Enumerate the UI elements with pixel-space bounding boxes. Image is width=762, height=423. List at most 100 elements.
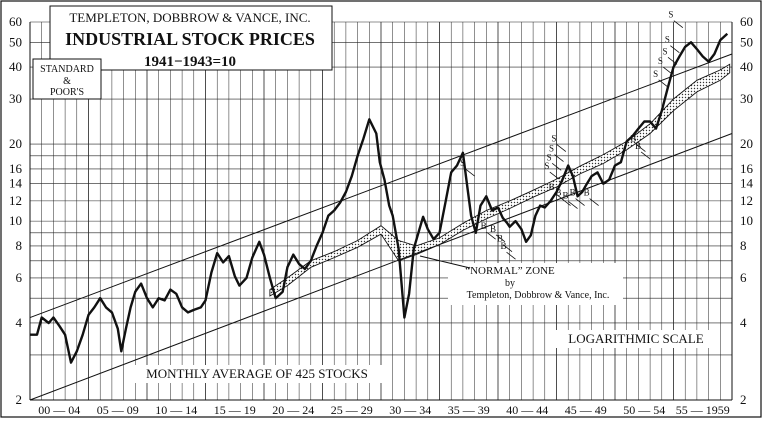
buy-marker: B: [549, 182, 555, 192]
y-tick-label-left: 10: [9, 213, 22, 228]
y-tick-label-right: 30: [740, 91, 753, 106]
marker-arrow: [568, 201, 578, 209]
y-tick-label-left: 50: [9, 34, 22, 49]
sell-marker: S: [551, 134, 556, 144]
y-tick-label-right: 12: [740, 193, 753, 208]
zone-label-1: “NORMAL” ZONE: [465, 265, 555, 277]
trend-line: [29, 133, 733, 401]
marker-arrow: [667, 57, 678, 65]
sell-marker: S: [544, 161, 549, 171]
source-line-2: &: [63, 76, 71, 87]
zone-label-box: [448, 263, 623, 305]
zone-label-2: by: [505, 278, 515, 289]
x-tick-label: 00 — 04: [38, 403, 80, 417]
buy-marker: B: [556, 188, 562, 198]
sell-marker: S: [665, 35, 670, 45]
y-tick-label-left: 2: [16, 392, 23, 407]
price-series: [30, 32, 729, 364]
y-tick-label-right: 20: [740, 136, 753, 151]
y-tick-label-right: 2: [740, 392, 747, 407]
source-line-3: POOR'S: [50, 87, 84, 98]
y-tick-label-right: 4: [740, 315, 747, 330]
buy-marker: B: [497, 234, 503, 244]
y-tick-label-right: 60: [740, 14, 753, 29]
y-tick-label-left: 12: [9, 193, 22, 208]
marker-arrow: [663, 66, 673, 75]
marker-arrow: [465, 168, 475, 177]
sell-marker: S: [460, 158, 465, 168]
y-tick-label-right: 40: [740, 59, 753, 74]
sell-marker: S: [658, 56, 663, 66]
y-tick-label-right: 14: [740, 176, 754, 191]
marker-arrow: [502, 244, 513, 252]
scale-label: LOGARITHMIC SCALE: [568, 331, 703, 346]
trend-lines: [29, 53, 733, 401]
marker-arrow: [486, 231, 496, 240]
marker-arrow: [658, 79, 668, 88]
buy-marker: B: [563, 191, 569, 201]
x-tick-label: 40 — 44: [506, 403, 548, 417]
y-tick-label-left: 6: [16, 270, 23, 285]
marker-arrow: [551, 162, 562, 171]
y-tick-label-left: 4: [16, 315, 23, 330]
x-tick-label: 10 — 14: [155, 403, 197, 417]
x-tick-label: 30 — 34: [389, 403, 431, 417]
sell-marker: S: [668, 10, 673, 20]
y-tick-label-right: 16: [740, 161, 754, 176]
x-tick-label: 45 — 49: [565, 403, 607, 417]
source-box: [32, 58, 102, 100]
caption-box: [126, 365, 388, 383]
buy-marker: B: [635, 141, 641, 151]
buy-marker: B: [501, 241, 507, 251]
x-tick-label: 35 — 39: [448, 403, 490, 417]
y-tick-label-left: 40: [9, 59, 22, 74]
trend-line: [29, 53, 733, 319]
zone-label-3: Templeton, Dobbrow & Vance, Inc.: [467, 290, 610, 301]
buy-marker: B: [481, 221, 487, 231]
y-tick-label-left: 8: [16, 238, 23, 253]
normal-zone: [269, 63, 731, 297]
x-tick-label: 20 — 24: [272, 403, 314, 417]
source-line-1: STANDARD: [40, 64, 94, 75]
chart-title: INDUSTRIAL STOCK PRICES: [65, 29, 315, 49]
marker-arrow: [556, 144, 567, 152]
marker-arrow: [636, 144, 646, 152]
normal-zone-band: [269, 63, 731, 297]
sell-marker: S: [549, 144, 554, 154]
price-line: [30, 32, 729, 364]
sell-marker: S: [547, 152, 552, 162]
buy-marker: B: [570, 188, 576, 198]
marker-arrow: [589, 198, 599, 206]
y-tick-label-right: 10: [740, 213, 753, 228]
marker-arrow: [506, 251, 516, 260]
title-line-1: TEMPLETON, DOBBROW & VANCE, INC.: [69, 10, 310, 25]
marker-arrow: [561, 198, 571, 206]
x-tick-label: 15 — 19: [214, 403, 256, 417]
marker-arrow: [549, 171, 560, 180]
y-tick-label-right: 8: [740, 238, 747, 253]
x-tick-label: 25 — 29: [331, 403, 373, 417]
marker-arrow: [673, 20, 684, 29]
scale-label-box: [552, 330, 720, 348]
marker-arrow: [495, 234, 506, 243]
x-tick-label: 05 — 09: [97, 403, 139, 417]
marker-arrow: [554, 154, 564, 162]
y-tick-label-left: 16: [9, 161, 23, 176]
y-tick-label-left: 14: [9, 176, 23, 191]
marker-arrow: [670, 45, 680, 54]
sell-marker: S: [653, 69, 658, 79]
buy-marker: B: [584, 188, 590, 198]
base-period: 1941−1943=10: [144, 54, 236, 70]
buy-marker: B: [630, 134, 636, 144]
y-tick-label-right: 50: [740, 34, 753, 49]
x-axis: 00 — 04 05 — 09 10 — 14 15 — 19 20 — 24 25 — …: [38, 403, 730, 417]
y-tick-label-left: 30: [9, 91, 22, 106]
chart-caption: MONTHLY AVERAGE OF 425 STOCKS: [146, 366, 368, 381]
y-tick-label-right: 6: [740, 270, 747, 285]
sell-marker: S: [663, 46, 668, 56]
y-tick-label-left: 60: [9, 14, 22, 29]
